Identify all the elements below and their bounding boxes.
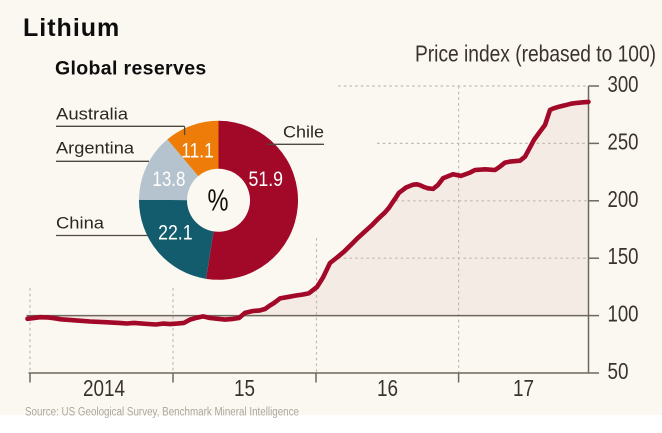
svg-text:2014: 2014 xyxy=(83,375,125,401)
svg-text:Source: US Geological Survey,: Source: US Geological Survey, Benchmark … xyxy=(25,407,299,419)
svg-text:China: China xyxy=(56,214,105,233)
svg-text:13.8: 13.8 xyxy=(152,168,185,191)
svg-text:16: 16 xyxy=(377,375,398,401)
svg-text:Argentina: Argentina xyxy=(56,139,135,158)
svg-text:50: 50 xyxy=(608,358,629,384)
svg-text:Chile: Chile xyxy=(283,123,324,142)
svg-text:51.9: 51.9 xyxy=(249,168,284,191)
svg-text:%: % xyxy=(208,183,229,218)
svg-text:22.1: 22.1 xyxy=(158,221,193,244)
svg-text:200: 200 xyxy=(608,186,639,212)
svg-text:Price index (rebased to 100): Price index (rebased to 100) xyxy=(415,41,656,67)
svg-text:300: 300 xyxy=(608,71,639,97)
svg-text:15: 15 xyxy=(234,375,255,401)
svg-text:250: 250 xyxy=(608,128,639,154)
svg-text:17: 17 xyxy=(513,375,534,401)
svg-text:100: 100 xyxy=(608,301,639,327)
svg-text:Global reserves: Global reserves xyxy=(55,58,207,80)
svg-text:Australia: Australia xyxy=(56,105,129,124)
svg-text:150: 150 xyxy=(608,243,639,269)
svg-text:11.1: 11.1 xyxy=(181,139,214,162)
svg-text:Lithium: Lithium xyxy=(23,14,120,42)
